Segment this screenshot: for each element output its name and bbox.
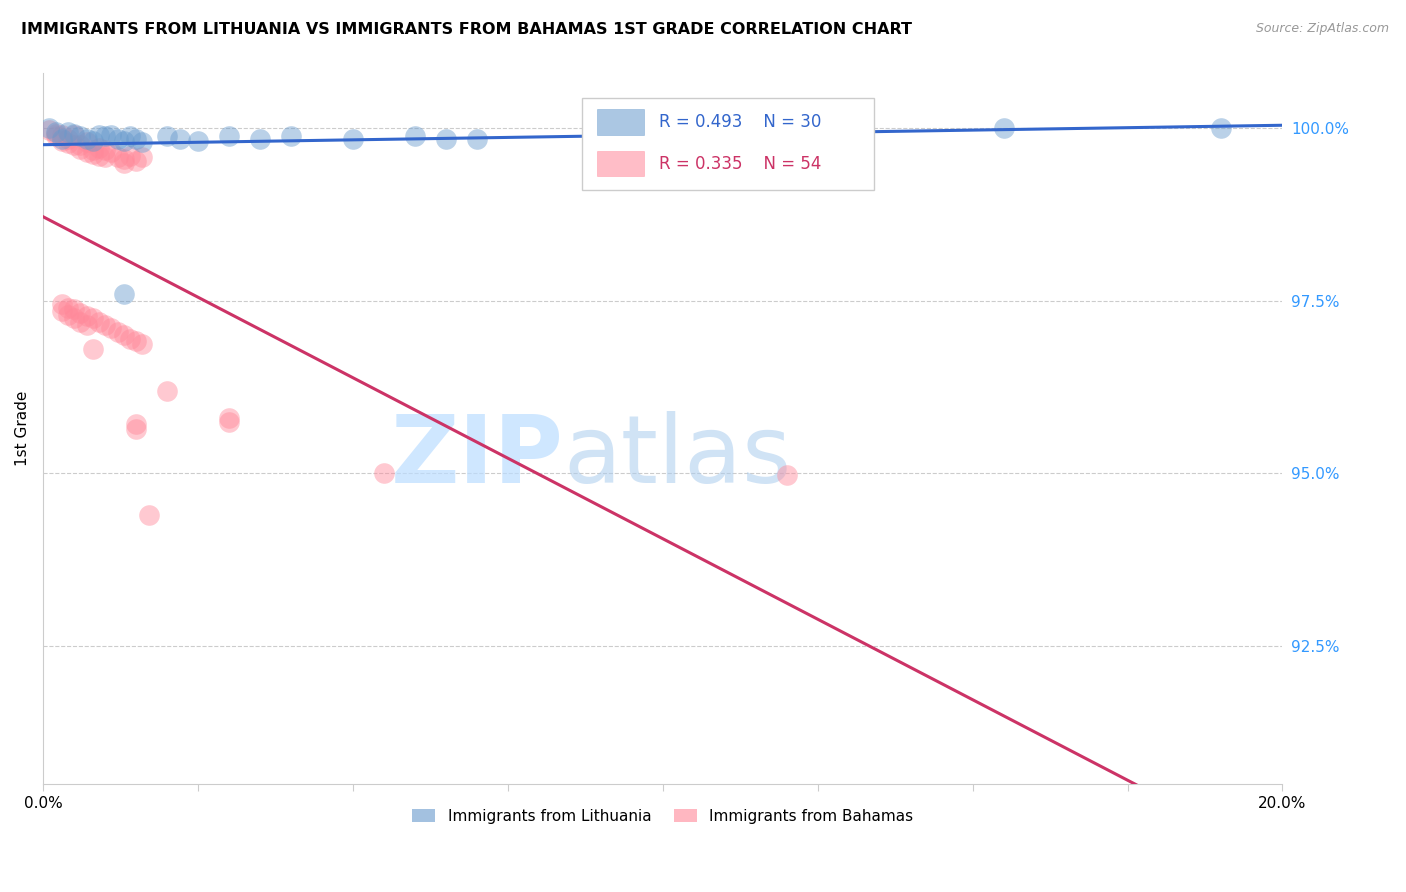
Point — [993, 121, 1015, 136]
Point — [107, 131, 129, 145]
Point — [51, 304, 73, 318]
Point — [38, 121, 60, 136]
Point — [112, 134, 135, 148]
Point — [45, 129, 67, 144]
Point — [112, 328, 135, 343]
Point — [107, 325, 129, 339]
Point — [156, 129, 179, 144]
Point — [76, 145, 98, 160]
Point — [63, 128, 86, 142]
Point — [404, 129, 426, 144]
Y-axis label: 1st Grade: 1st Grade — [15, 391, 30, 467]
Point — [156, 384, 179, 398]
Point — [118, 149, 141, 163]
Point — [76, 309, 98, 323]
Point — [373, 467, 395, 481]
Point — [56, 131, 79, 145]
Point — [1209, 121, 1232, 136]
Point — [465, 131, 488, 145]
Point — [38, 122, 60, 136]
Point — [56, 301, 79, 315]
Point — [112, 153, 135, 167]
Point — [63, 311, 86, 326]
Point — [82, 342, 104, 356]
Point — [125, 334, 148, 348]
Point — [118, 129, 141, 144]
Point — [63, 127, 86, 141]
Text: ZIP: ZIP — [391, 411, 564, 503]
Point — [82, 147, 104, 161]
Point — [69, 138, 91, 153]
Point — [342, 131, 364, 145]
Legend: Immigrants from Lithuania, Immigrants from Bahamas: Immigrants from Lithuania, Immigrants fr… — [406, 803, 920, 830]
Point — [51, 128, 73, 142]
Point — [87, 149, 110, 163]
Point — [100, 321, 122, 335]
Point — [76, 131, 98, 145]
Point — [218, 129, 240, 144]
Point — [45, 125, 67, 139]
Point — [63, 138, 86, 153]
Point — [118, 332, 141, 346]
Point — [107, 150, 129, 164]
FancyBboxPatch shape — [582, 98, 873, 190]
Point — [82, 134, 104, 148]
Point — [94, 318, 117, 332]
Point — [218, 411, 240, 425]
Point — [87, 140, 110, 154]
Bar — [598, 151, 644, 177]
Text: IMMIGRANTS FROM LITHUANIA VS IMMIGRANTS FROM BAHAMAS 1ST GRADE CORRELATION CHART: IMMIGRANTS FROM LITHUANIA VS IMMIGRANTS … — [21, 22, 912, 37]
Point — [69, 129, 91, 144]
Point — [125, 154, 148, 169]
Text: atlas: atlas — [564, 411, 792, 503]
Point — [94, 129, 117, 144]
Point — [138, 508, 160, 522]
Point — [131, 135, 153, 149]
Point — [125, 131, 148, 145]
Point — [82, 143, 104, 157]
Point — [87, 314, 110, 328]
Point — [51, 131, 73, 145]
Point — [76, 318, 98, 332]
Point — [76, 135, 98, 149]
Point — [51, 134, 73, 148]
Point — [280, 129, 302, 144]
Point — [218, 415, 240, 429]
Point — [169, 131, 191, 145]
Text: R = 0.335    N = 54: R = 0.335 N = 54 — [659, 154, 821, 172]
Point — [63, 302, 86, 317]
Point — [100, 128, 122, 142]
Point — [131, 150, 153, 164]
Point — [56, 308, 79, 322]
Point — [112, 155, 135, 169]
Point — [69, 306, 91, 320]
Point — [69, 142, 91, 156]
Text: Source: ZipAtlas.com: Source: ZipAtlas.com — [1256, 22, 1389, 36]
Point — [249, 131, 271, 145]
Point — [94, 150, 117, 164]
Point — [112, 286, 135, 301]
Point — [125, 421, 148, 435]
Point — [714, 122, 737, 136]
Point — [45, 127, 67, 141]
Text: R = 0.493    N = 30: R = 0.493 N = 30 — [659, 113, 821, 131]
Point — [87, 128, 110, 142]
Point — [187, 134, 209, 148]
Point — [51, 297, 73, 311]
Point — [125, 417, 148, 431]
Point — [56, 125, 79, 139]
Point — [776, 467, 799, 482]
Point — [100, 145, 122, 160]
Point — [131, 336, 153, 351]
Bar — [598, 109, 644, 135]
Point — [434, 131, 457, 145]
Point — [69, 314, 91, 328]
Point — [82, 311, 104, 326]
Point — [56, 136, 79, 151]
Point — [94, 143, 117, 157]
